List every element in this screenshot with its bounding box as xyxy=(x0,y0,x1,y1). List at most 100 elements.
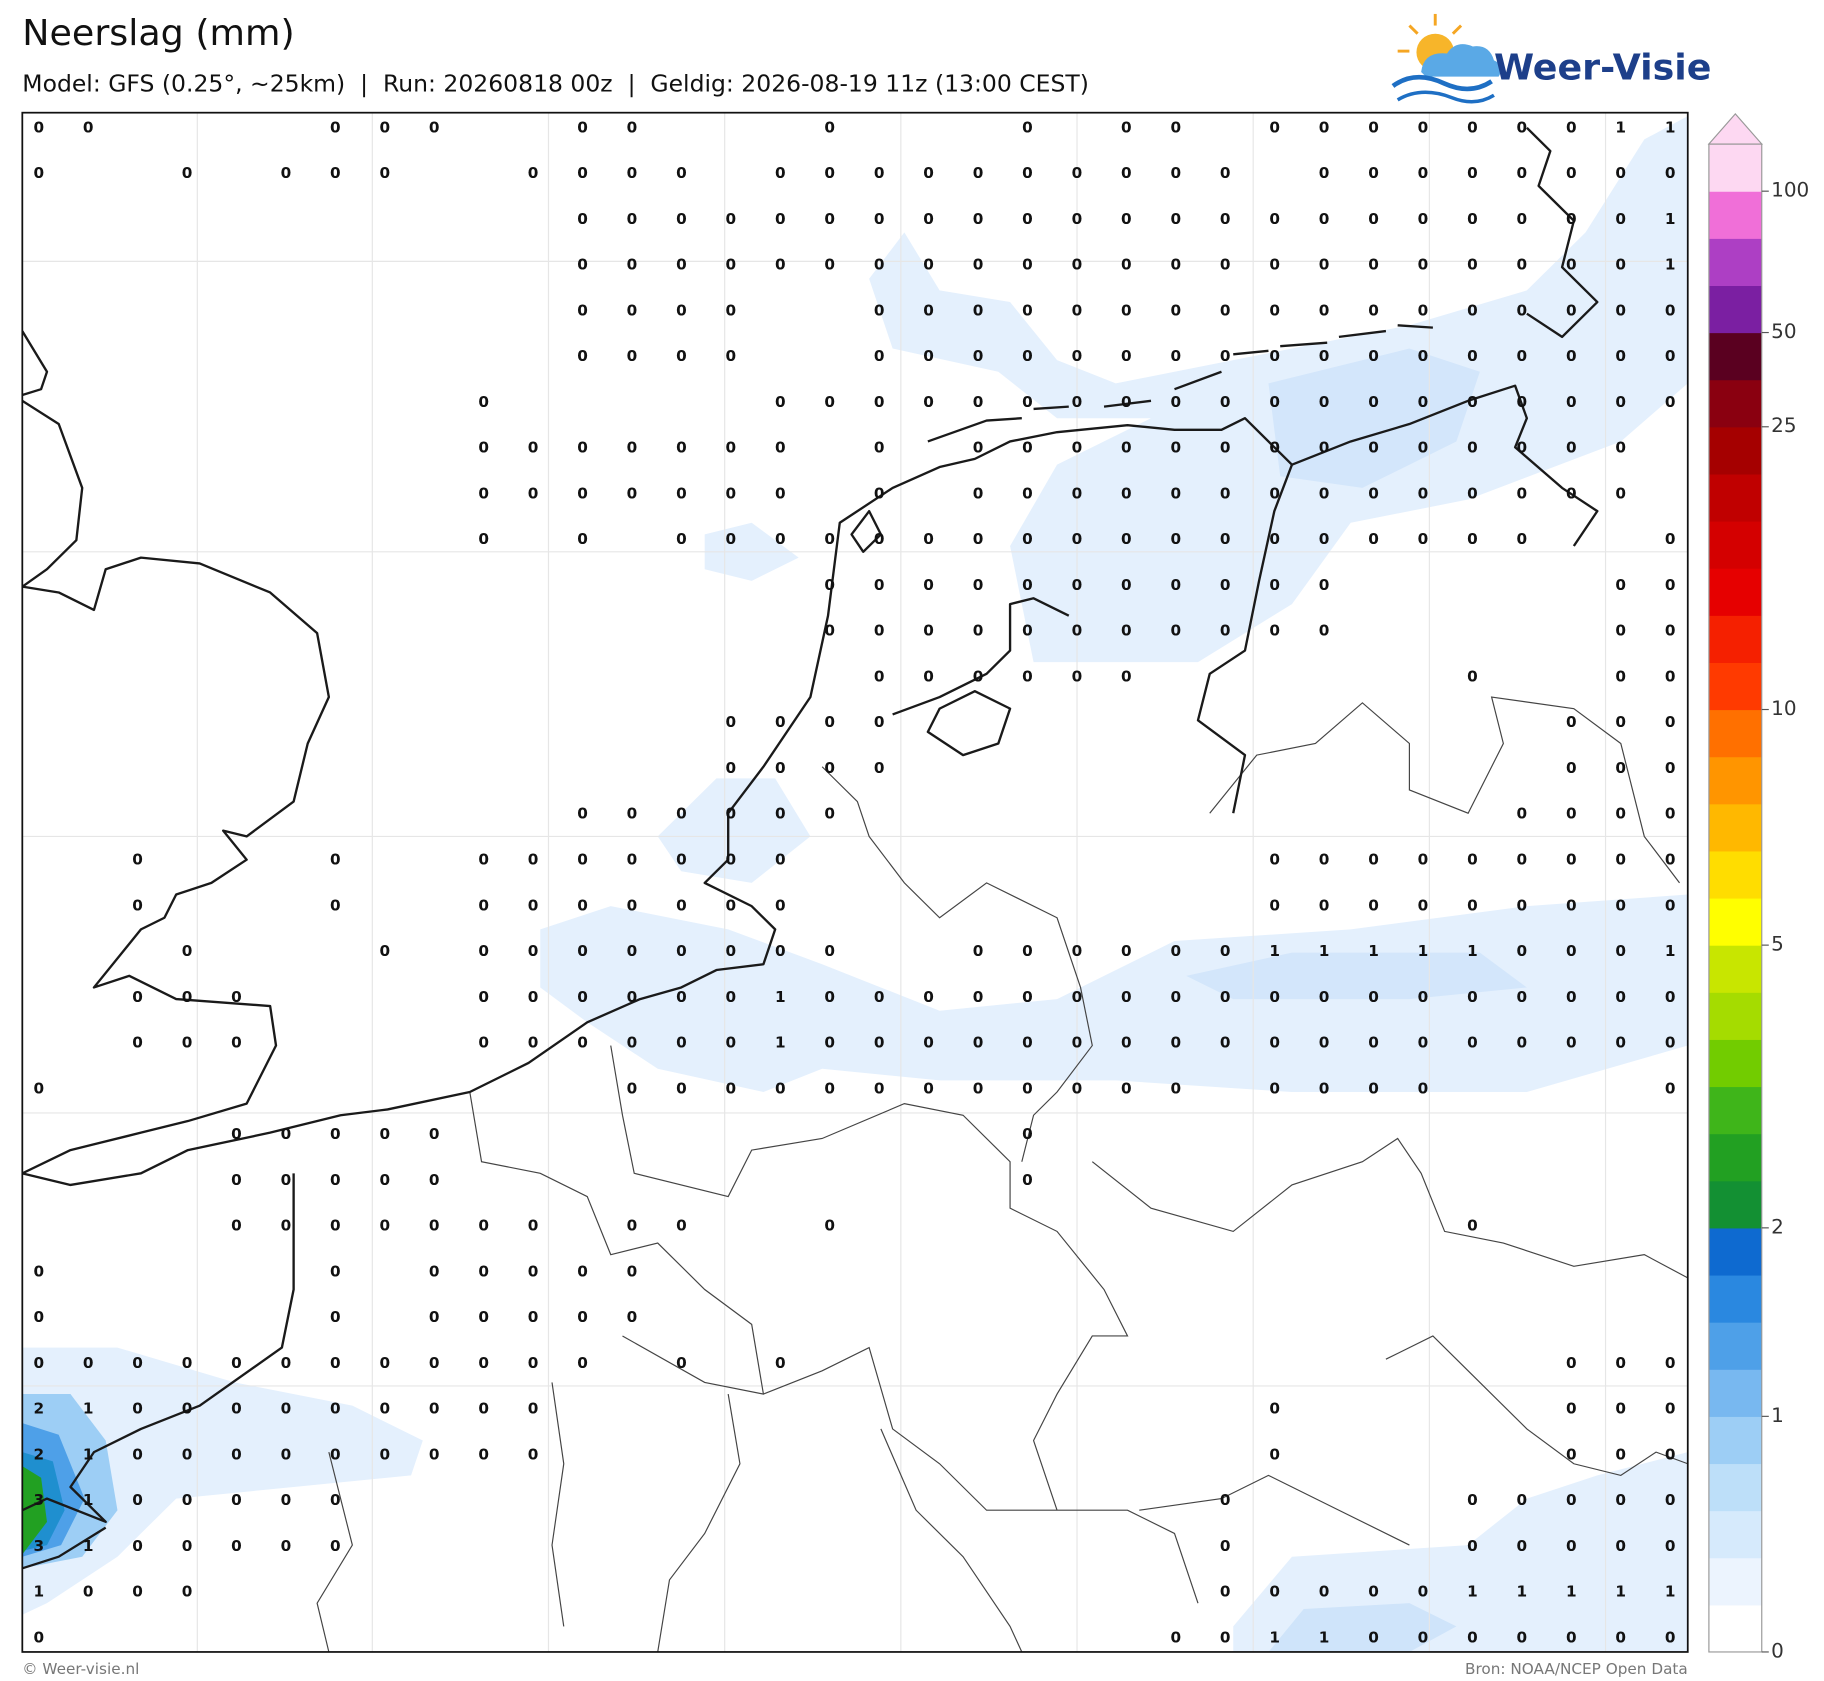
grid-value: 0 xyxy=(1319,851,1330,869)
grid-value: 0 xyxy=(824,805,835,823)
grid-value: 0 xyxy=(429,1400,440,1418)
grid-value: 0 xyxy=(1615,1400,1626,1418)
grid-value: 0 xyxy=(1566,851,1577,869)
grid-value: 1 xyxy=(1319,942,1330,960)
grid-value: 0 xyxy=(627,118,638,136)
grid-value: 0 xyxy=(1615,805,1626,823)
grid-value: 0 xyxy=(528,1308,539,1326)
grid-value: 0 xyxy=(1269,439,1280,457)
colorbar-segment xyxy=(1708,568,1762,616)
grid-value: 0 xyxy=(1220,210,1231,228)
grid-value: 0 xyxy=(1467,668,1478,686)
grid-value: 0 xyxy=(429,1354,440,1372)
grid-value: 0 xyxy=(1467,1491,1478,1509)
grid-value: 0 xyxy=(1220,484,1231,502)
grid-value: 0 xyxy=(478,530,489,548)
grid-value: 0 xyxy=(1517,347,1528,365)
grid-value: 0 xyxy=(182,1491,193,1509)
grid-value: 0 xyxy=(182,1537,193,1555)
grid-value: 0 xyxy=(1022,210,1033,228)
grid-value: 0 xyxy=(1418,301,1429,319)
grid-value: 0 xyxy=(577,1354,588,1372)
grid-value: 0 xyxy=(1170,484,1181,502)
grid-value: 0 xyxy=(923,164,934,182)
grid-value: 0 xyxy=(1170,301,1181,319)
grid-value: 1 xyxy=(1319,1629,1330,1647)
grid-value: 0 xyxy=(676,896,687,914)
grid-value: 0 xyxy=(973,484,984,502)
grid-value: 0 xyxy=(1665,347,1676,365)
grid-value: 0 xyxy=(923,393,934,411)
grid-value: 0 xyxy=(775,759,786,777)
grid-value: 0 xyxy=(1418,1629,1429,1647)
colorbar-segment xyxy=(1708,1274,1762,1323)
grid-value: 0 xyxy=(627,210,638,228)
grid-value: 0 xyxy=(1072,347,1083,365)
grid-value: 0 xyxy=(379,1125,390,1143)
grid-value: 0 xyxy=(478,484,489,502)
grid-value: 0 xyxy=(429,118,440,136)
grid-value: 0 xyxy=(1665,896,1676,914)
grid-value: 0 xyxy=(1615,484,1626,502)
grid-value: 0 xyxy=(1665,530,1676,548)
grid-value: 0 xyxy=(182,1583,193,1601)
grid-value: 0 xyxy=(1566,1034,1577,1052)
grid-value: 0 xyxy=(1368,851,1379,869)
grid-value: 0 xyxy=(528,164,539,182)
grid-value: 0 xyxy=(923,576,934,594)
grid-value: 0 xyxy=(528,1262,539,1280)
colorbar-segment xyxy=(1708,332,1762,381)
grid-value: 0 xyxy=(528,484,539,502)
map-frame xyxy=(21,111,1689,1653)
grid-value: 0 xyxy=(1072,668,1083,686)
grid-value: 0 xyxy=(676,1354,687,1372)
grid-value: 0 xyxy=(478,1034,489,1052)
colorbar-segment xyxy=(1708,238,1762,286)
grid-value: 0 xyxy=(1170,439,1181,457)
grid-value: 0 xyxy=(577,439,588,457)
grid-value: 0 xyxy=(132,988,143,1006)
grid-value: 0 xyxy=(775,896,786,914)
grid-value: 1 xyxy=(1517,1583,1528,1601)
grid-value: 0 xyxy=(874,668,885,686)
grid-value: 0 xyxy=(1467,164,1478,182)
grid-value: 0 xyxy=(83,1354,94,1372)
grid-value: 0 xyxy=(1121,118,1132,136)
grid-value: 0 xyxy=(676,1217,687,1235)
grid-value: 0 xyxy=(231,1537,242,1555)
grid-value: 0 xyxy=(676,851,687,869)
colorbar-segment xyxy=(1708,1604,1762,1653)
grid-value: 0 xyxy=(1220,1537,1231,1555)
grid-value: 0 xyxy=(775,1079,786,1097)
grid-value: 0 xyxy=(1121,988,1132,1006)
colorbar-segment xyxy=(1708,144,1762,192)
grid-value: 0 xyxy=(1467,301,1478,319)
grid-value: 0 xyxy=(1615,1354,1626,1372)
grid-value: 0 xyxy=(1319,896,1330,914)
grid-value: 0 xyxy=(1566,1491,1577,1509)
grid-value: 0 xyxy=(1467,1034,1478,1052)
grid-value: 0 xyxy=(1319,118,1330,136)
grid-value: 0 xyxy=(1269,1034,1280,1052)
grid-value: 0 xyxy=(1665,668,1676,686)
colorbar-segment xyxy=(1708,898,1762,946)
grid-value: 0 xyxy=(528,942,539,960)
grid-value: 0 xyxy=(627,851,638,869)
grid-value: 0 xyxy=(1269,576,1280,594)
grid-value: 0 xyxy=(478,1217,489,1235)
grid-value: 0 xyxy=(726,942,737,960)
grid-value: 0 xyxy=(775,530,786,548)
grid-value: 0 xyxy=(132,1583,143,1601)
grid-value: 0 xyxy=(775,1354,786,1372)
grid-value: 0 xyxy=(1269,210,1280,228)
grid-value: 1 xyxy=(83,1446,94,1464)
grid-value: 0 xyxy=(1368,988,1379,1006)
grid-value: 0 xyxy=(528,988,539,1006)
grid-value: 0 xyxy=(1121,439,1132,457)
grid-value: 0 xyxy=(1022,1171,1033,1189)
credit: © Weer-visie.nl xyxy=(22,1660,139,1678)
grid-value: 0 xyxy=(1418,988,1429,1006)
grid-value: 0 xyxy=(1220,530,1231,548)
grid-value: 0 xyxy=(1121,942,1132,960)
